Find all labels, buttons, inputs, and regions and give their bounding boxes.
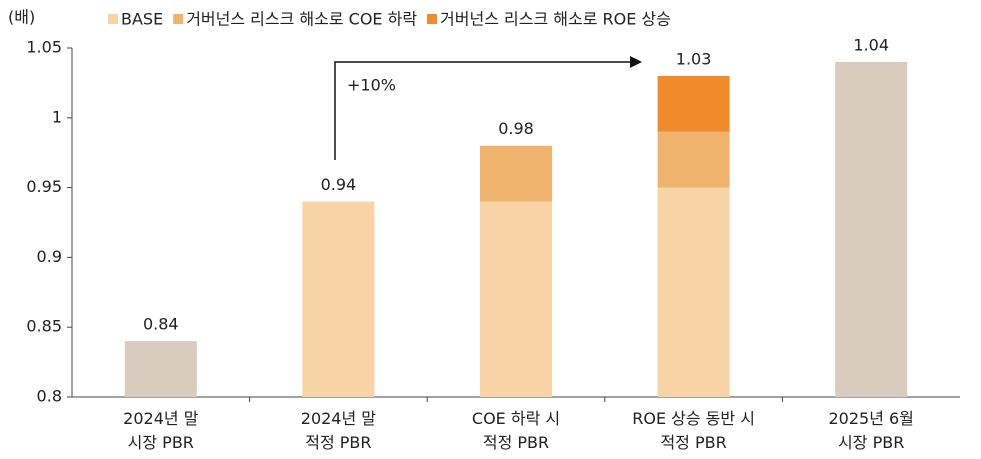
total-label: 0.98 [498,119,534,138]
y-tick-label: 0.8 [37,387,62,406]
legend-swatch [108,14,118,24]
x-tick-line: 2024년 말 [301,409,377,428]
x-tick-line: COE 하락 시 [472,409,560,428]
bar-segment [835,61,908,398]
annotation: +10% [347,76,396,95]
legend-label: 거버넌스 리스크 해소로 ROE 상승 [440,10,671,29]
bar-segment [480,145,552,202]
legend-label: 거버넌스 리스크 해소로 COE 하락 [186,10,417,29]
x-tick-line: 적정 PBR [483,433,549,452]
y-tick-label: 0.9 [37,247,62,266]
total-label: 1.03 [676,49,712,68]
total-label: 1.04 [853,35,889,54]
bar-segment [657,187,730,397]
x-tick-line: 시장 PBR [838,433,904,452]
growth-arrow [334,56,642,160]
bar-segment [657,75,730,132]
bar-segment [480,201,552,397]
x-tick-line: 적정 PBR [305,433,371,452]
bar-segment [657,131,730,188]
bar-segment [124,341,197,397]
y-tick-label: 1.05 [26,38,62,57]
arrow-head [630,56,642,68]
y-tick-label: 0.85 [26,317,62,336]
x-tick-line: 적정 PBR [660,433,726,452]
arrow-line [334,61,632,160]
x-tick-line: 2025년 6월 [828,409,913,428]
legend-swatch [173,14,184,24]
legend-label: BASE [121,10,163,29]
bar-segment [302,201,375,397]
y-unit: (배) [8,8,35,27]
x-tick-line: 시장 PBR [128,433,194,452]
total-label: 0.84 [143,315,179,334]
legend-swatch [427,14,438,24]
x-tick-line: 2024년 말 [123,409,199,428]
total-label: 0.94 [321,175,357,194]
x-tick-line: ROE 상승 동반 시 [632,409,755,428]
y-tick-label: 0.95 [26,177,62,196]
y-tick-label: 1 [52,107,62,126]
